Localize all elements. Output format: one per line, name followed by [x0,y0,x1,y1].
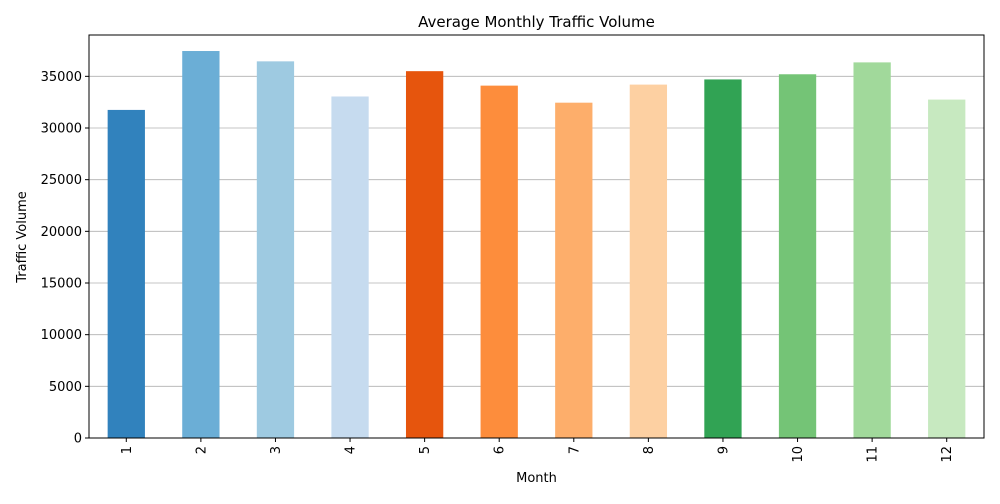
plot-frame [88,34,985,439]
y-tick-label: 20000 [41,225,82,240]
x-tick-label: 7 [567,446,582,454]
y-tick-label: 30000 [41,122,82,137]
bar-month-1 [107,109,145,439]
bar-month-3 [256,61,295,438]
x-axis-label: Month [516,471,557,486]
bar-month-11 [853,62,891,439]
bar-month-6 [480,85,518,438]
bars [107,51,966,439]
x-tick-label: 11 [866,446,881,463]
bar-month-12 [928,99,966,438]
x-tick-label: 6 [493,446,508,454]
y-tick-label: 35000 [41,70,82,85]
x-tick-label: 1 [120,446,135,454]
x-tick-label: 12 [940,446,955,463]
y-tick-label: 15000 [41,277,82,292]
x-tick-label: 10 [791,446,806,463]
x-tick-label: 8 [642,446,657,454]
x-tick-label: 5 [418,446,433,454]
bar-month-8 [629,84,668,438]
y-tick-label: 0 [74,432,82,447]
chart-title: Average Monthly Traffic Volume [418,13,655,31]
x-tick-label: 3 [269,446,284,454]
bar-month-2 [182,51,220,439]
bar-month-5 [405,71,444,439]
x-tick-label: 2 [194,446,209,454]
y-tick-label: 25000 [41,173,82,188]
x-tick-label: 9 [716,446,731,454]
y-axis-label: Traffic Volume [15,191,30,284]
y-tick-label: 10000 [41,328,82,343]
bar-month-7 [555,102,593,438]
y-tick-label: 5000 [49,380,82,395]
bar-month-4 [331,96,369,438]
bar-month-9 [704,79,742,438]
x-tick-label: 4 [344,446,359,454]
bar-month-10 [778,74,817,439]
gridlines [89,75,984,439]
